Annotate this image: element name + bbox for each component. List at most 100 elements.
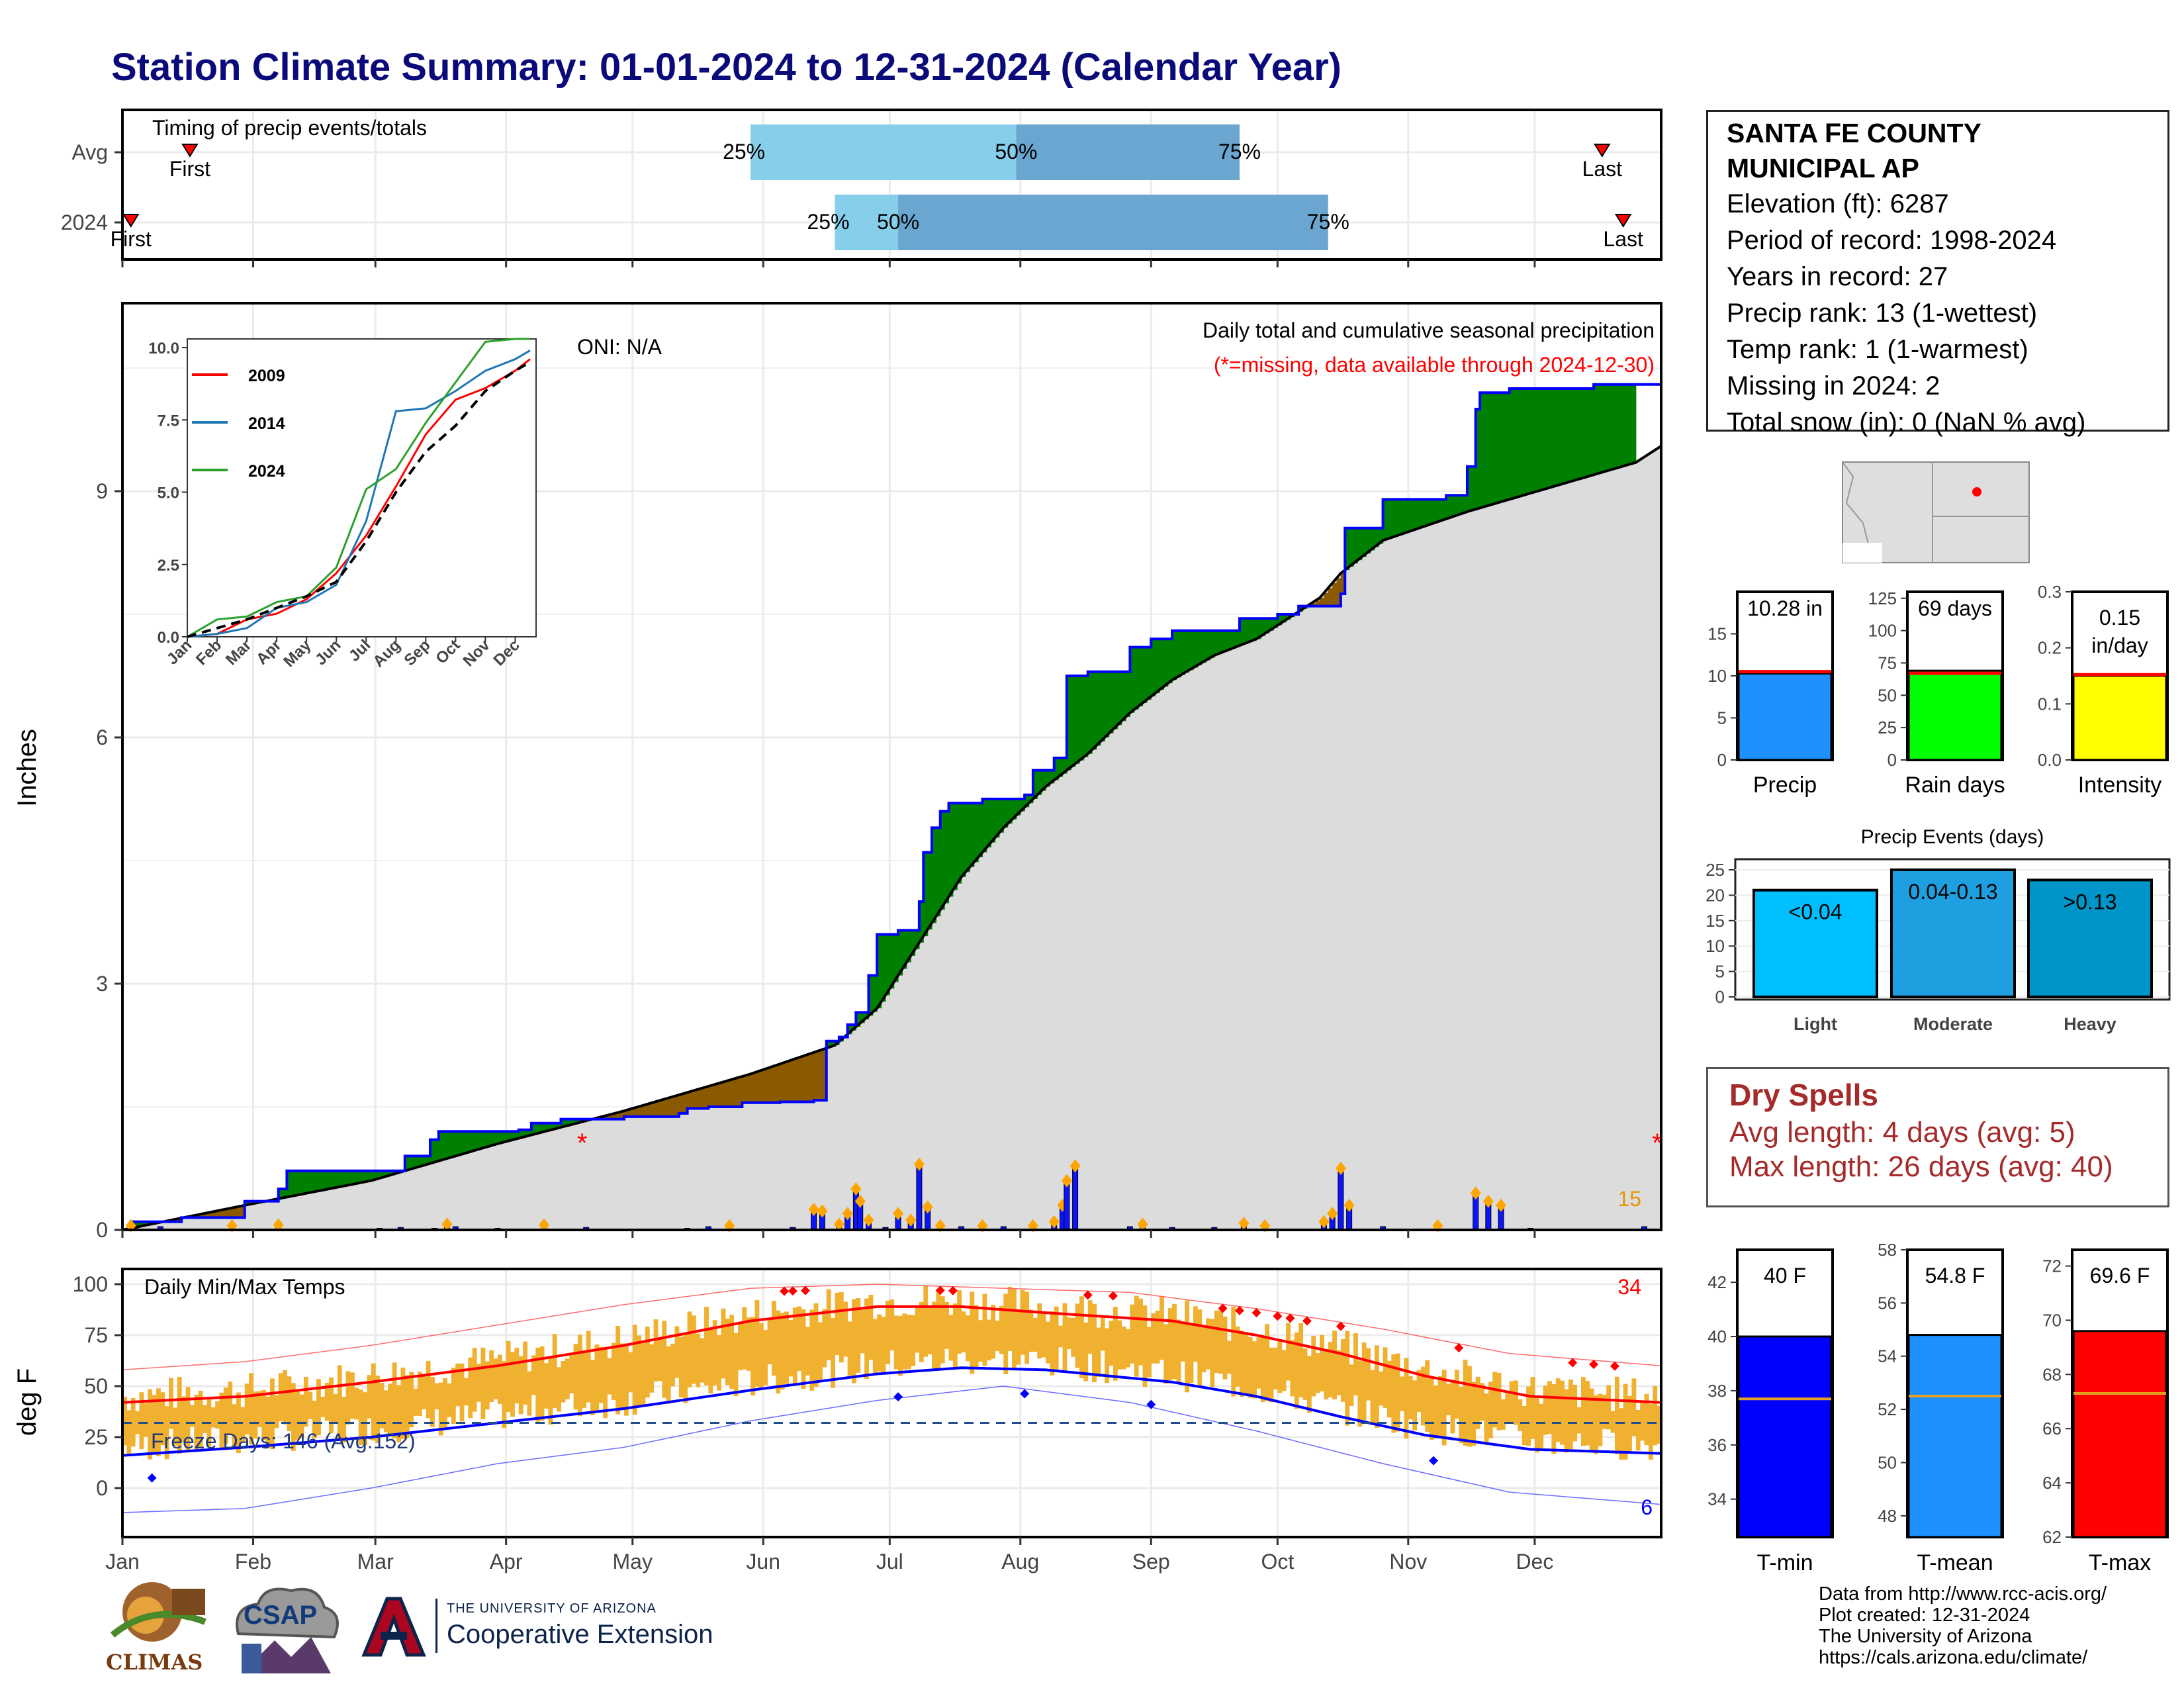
temp-summary-ytick-label: 62 <box>2042 1527 2062 1547</box>
precip-deficit-slice <box>805 1055 810 1102</box>
precip-surplus-slice <box>299 1170 304 1195</box>
precip-surplus-slice <box>877 934 882 1009</box>
precip-surplus-slice <box>447 1131 452 1159</box>
timing-first-label: First <box>169 157 210 181</box>
inset-ytick-label: 7.5 <box>158 412 179 430</box>
temps-daily-range <box>1606 1385 1612 1430</box>
temps-daily-range <box>733 1333 739 1397</box>
precip-deficit-slice <box>666 1098 671 1117</box>
temps-daily-range <box>582 1352 587 1408</box>
precip-deficit-slice <box>232 1207 237 1218</box>
station-info-box: SANTA FE COUNTY MUNICIPAL AP Elevation (… <box>1706 110 2169 437</box>
precip-surplus-slice <box>1623 384 1628 467</box>
precip-surplus-slice <box>1079 676 1084 761</box>
precip-surplus-slice <box>1252 618 1257 641</box>
precip-surplus-slice <box>1433 499 1438 524</box>
precip-surplus-slice <box>422 1156 427 1166</box>
temps-daily-range <box>194 1394 199 1452</box>
temps-daily-range <box>1383 1347 1388 1408</box>
precip-summary-ytick-label: 75 <box>1878 653 1897 673</box>
temps-daily-range <box>927 1305 933 1354</box>
precip-surplus-slice <box>1450 495 1455 518</box>
precip-surplus-slice <box>1248 618 1253 643</box>
precip-surplus-slice <box>1412 499 1418 531</box>
temps-daily-range <box>1126 1329 1130 1368</box>
precip-surplus-slice <box>1383 499 1388 541</box>
temps-daily-range <box>936 1290 941 1370</box>
precip-summary-value: in/day <box>2091 633 2148 657</box>
precip-event-marker <box>893 1207 904 1221</box>
temps-daily-range <box>1555 1378 1561 1442</box>
temps-daily-range <box>1071 1317 1076 1357</box>
temps-record-high-marker <box>1285 1313 1295 1323</box>
precip-surplus-slice <box>1210 630 1215 658</box>
precip-deficit-slice <box>662 1100 667 1117</box>
precip-surplus-slice <box>1585 389 1590 477</box>
precip-deficit-slice <box>624 1111 629 1117</box>
temps-daily-range <box>835 1292 840 1356</box>
temps-daily-range <box>1522 1406 1527 1446</box>
precip-surplus-slice <box>1345 528 1350 571</box>
temps-daily-range <box>489 1350 494 1403</box>
temps-daily-range <box>527 1371 532 1416</box>
precip-surplus-slice <box>923 852 929 937</box>
temps-daily-range <box>577 1335 582 1417</box>
temps-daily-range <box>1328 1342 1333 1397</box>
temps-daily-range <box>1096 1327 1101 1378</box>
precip-summary-ytick-label: 50 <box>1878 685 1897 705</box>
precip-surplus-slice <box>1121 671 1126 722</box>
precip-surplus-slice <box>1167 639 1173 684</box>
temps-record-high-marker <box>1235 1305 1245 1315</box>
timing-border <box>121 109 1662 261</box>
precip-surplus-slice <box>341 1170 347 1187</box>
precip-surplus-slice <box>1046 770 1050 787</box>
precip-surplus-slice <box>287 1170 292 1197</box>
temps-daily-range <box>324 1382 330 1421</box>
timing-last-marker <box>1614 214 1632 228</box>
precip-surplus-slice <box>826 1041 831 1049</box>
precip-surplus-slice <box>1509 389 1514 500</box>
temps-ytick-label: 100 <box>73 1272 108 1296</box>
temps-daily-range <box>784 1311 789 1384</box>
events-ytick-label: 5 <box>1715 962 1725 982</box>
precip-surplus-slice <box>1159 639 1164 690</box>
precip-event-marker <box>441 1217 453 1231</box>
temps-daily-range <box>1020 1289 1025 1355</box>
temps-daily-range <box>1395 1353 1400 1432</box>
precip-surplus-slice <box>1594 384 1599 475</box>
temps-daily-range <box>1585 1381 1590 1446</box>
precip-surplus-slice <box>539 1123 545 1133</box>
temps-daily-range <box>1488 1382 1493 1438</box>
temps-daily-range <box>1324 1348 1329 1399</box>
temps-daily-range <box>459 1363 465 1422</box>
temps-daily-range <box>889 1299 895 1350</box>
temps-record-high-marker <box>1568 1358 1578 1368</box>
temps-daily-range <box>1109 1321 1114 1366</box>
precip-surplus-slice <box>1543 389 1548 490</box>
events-bar-label: >0.13 <box>2064 890 2117 914</box>
temps-daily-range <box>1349 1364 1354 1406</box>
temps-record-high-marker <box>800 1286 810 1295</box>
temps-daily-range <box>1159 1297 1164 1360</box>
dry-spells-box: Dry Spells Avg length: 4 days (avg: 5) M… <box>1706 1067 2169 1207</box>
temps-xtick-label: Oct <box>1261 1550 1294 1573</box>
precip-surplus-slice <box>1361 528 1367 557</box>
temp-summary-value: 54.8 F <box>1925 1264 1985 1288</box>
temps-daily-range <box>257 1391 262 1427</box>
temps-daily-range <box>434 1383 439 1410</box>
temps-daily-range <box>1543 1385 1548 1435</box>
precip-deficit-slice <box>780 1064 785 1102</box>
temps-daily-range <box>986 1319 991 1361</box>
temps-daily-range <box>1467 1366 1472 1447</box>
temps-daily-range <box>1155 1310 1160 1364</box>
temps-daily-range <box>611 1342 616 1401</box>
dry-spells-title: Dry Spells <box>1729 1078 1878 1112</box>
precip-deficit-slice <box>607 1115 612 1119</box>
precip-deficit-slice <box>1340 573 1345 594</box>
events-ytick-label: 15 <box>1706 911 1725 931</box>
locator-map <box>1842 461 2030 563</box>
precip-event-marker <box>833 1217 844 1231</box>
precip-deficit-slice <box>203 1213 207 1218</box>
precip-surplus-slice <box>1631 384 1637 464</box>
precip-surplus-slice <box>291 1170 296 1197</box>
